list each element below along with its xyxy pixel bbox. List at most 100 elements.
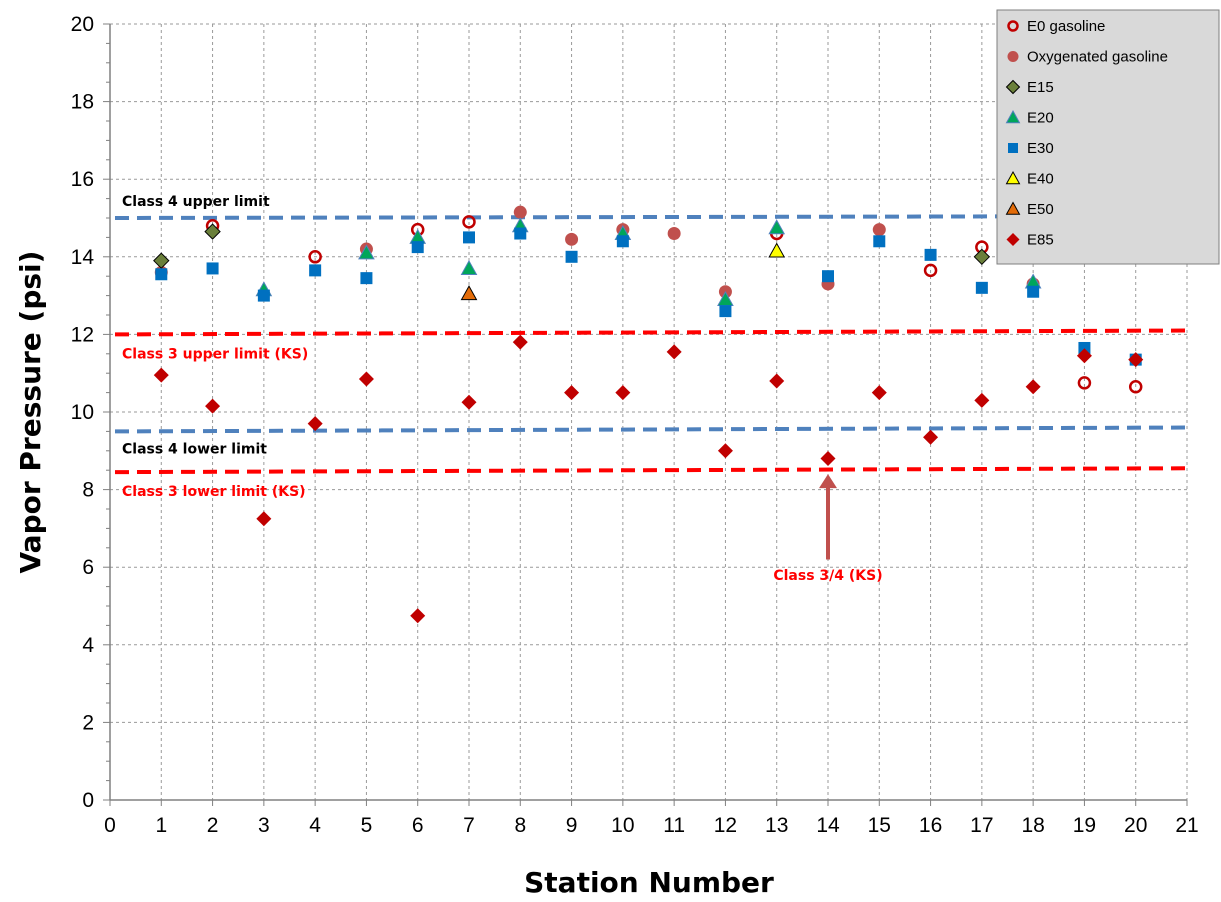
x-tick-label: 12 [714,814,737,837]
x-tick-label: 2 [207,814,219,837]
x-tick-label: 17 [970,814,993,837]
x-tick-label: 21 [1175,814,1198,837]
legend-label: E40 [1027,171,1054,188]
data-point [204,223,221,240]
data-point [462,215,476,229]
y-tick-label: 20 [71,13,94,36]
reference-line [114,328,1188,337]
data-points [153,205,1144,624]
data-point [1078,341,1091,354]
data-point [768,219,786,235]
data-point [565,232,579,246]
data-point [1076,348,1092,364]
data-point [410,608,426,624]
y-tick-label: 16 [71,168,94,191]
annotation-arrowhead [819,474,837,489]
y-axis-title: Vapor Pressure (psi) [14,251,47,574]
legend-label: E85 [1027,232,1054,249]
y-tick-label: 12 [71,323,94,346]
data-point [153,252,170,269]
legend-label: E30 [1027,140,1054,157]
data-point [257,289,270,302]
data-point [205,398,221,414]
data-point [358,244,375,260]
x-tick-label: 6 [412,814,424,837]
y-tick-label: 8 [82,479,94,502]
data-point [513,205,527,219]
x-tick-label: 8 [514,814,526,837]
legend-box [996,9,1220,265]
x-axis-title: Station Number [524,866,774,899]
x-tick-label: 14 [816,814,840,837]
legend-label: Oxygenated gasoline [1027,49,1168,66]
x-tick-label: 16 [919,814,942,837]
x-tick-label: 13 [765,814,788,837]
data-point [206,262,219,275]
x-tick-label: 4 [309,814,321,837]
series-e85 [153,334,1144,624]
data-point [153,367,169,383]
y-tick-label: 0 [82,789,94,812]
data-point [461,394,477,410]
y-tick-label: 6 [82,556,94,579]
y-tick-label: 10 [71,401,94,424]
data-point [307,416,323,432]
legend-item: E40 [1005,170,1054,188]
data-point [974,392,990,408]
legend-item: E0 gasoline [1007,18,1105,35]
data-point [1128,380,1143,394]
data-point [1007,20,1019,32]
x-tick-label: 1 [155,814,167,837]
data-point [769,373,785,389]
legend-item: E30 [1008,140,1054,157]
data-point [1128,352,1144,368]
data-point [820,451,836,467]
series-e50 [460,285,478,301]
x-tick-label: 11 [663,814,685,837]
data-point [768,242,786,258]
legend-item: E15 [1005,79,1054,96]
reference-line-label: Class 3 upper limit (KS) [122,346,308,362]
legend-item: E20 [1005,110,1054,127]
reference-line-label: Class 3 lower limit (KS) [122,484,306,500]
data-point [460,259,478,275]
y-tick-label: 4 [82,634,94,657]
legend-item: E85 [1006,232,1054,249]
y-tick-label: 2 [82,711,94,734]
reference-line-label: Class 4 upper limit [122,194,270,210]
data-point [360,272,373,285]
data-point [1077,376,1092,390]
x-tick-label: 0 [104,814,116,837]
reference-line [114,425,1188,434]
legend-label: E0 gasoline [1027,18,1105,35]
data-point [923,263,938,278]
data-point [308,250,322,264]
x-tick-label: 20 [1124,814,1147,837]
data-point [309,264,322,277]
annotations: Class 3/4 (KS) [773,474,883,584]
data-point [616,235,629,248]
data-point [1005,170,1021,185]
legend-item: E50 [1005,201,1054,218]
x-tick-label: 7 [463,814,475,837]
reference-line-label: Class 4 lower limit [122,441,267,457]
data-point [973,248,991,266]
axes: 0 1 2 3 4 5 6 7 8 9 10 11 12 13 14 15 16 17 18 19 20 21024681… [71,13,1199,837]
data-point [1007,51,1019,62]
x-tick-label: 10 [611,814,634,837]
data-point [666,344,682,360]
y-tick-label: 18 [71,91,94,114]
series-e40 [768,242,786,258]
reference-line [114,466,1188,475]
data-point [1006,233,1020,246]
y-tick-label: 14 [71,246,95,269]
legend-label: E15 [1027,79,1054,96]
data-point [1008,143,1018,153]
data-point [871,385,887,401]
x-tick-label: 5 [361,814,373,837]
data-point [1027,285,1040,298]
data-point [514,227,527,240]
data-point [358,371,374,387]
x-tick-label: 19 [1073,814,1096,837]
